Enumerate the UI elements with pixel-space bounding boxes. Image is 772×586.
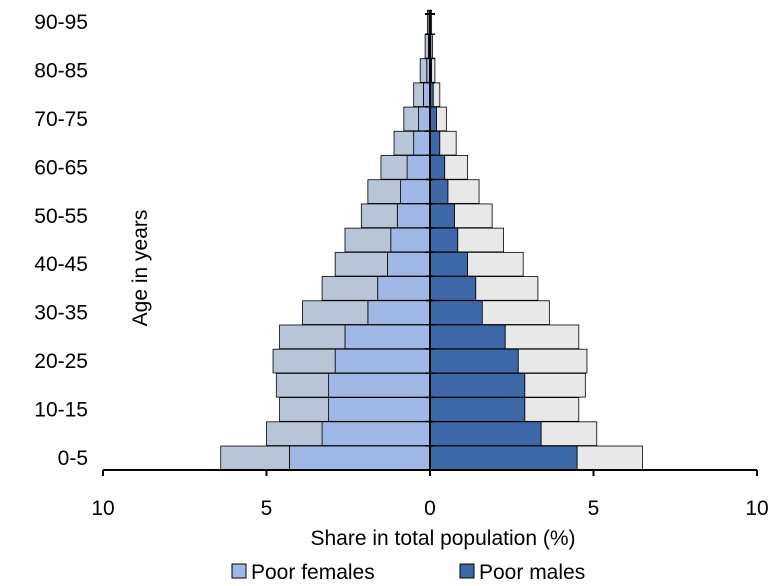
bar-poor-males-40-45	[429, 251, 469, 277]
x-tick-label: 0	[424, 497, 436, 520]
bar-female-other-20-25	[272, 348, 336, 374]
bar-poor-females-60-65	[406, 155, 431, 180]
bar-poor-females-30-35	[367, 300, 431, 325]
y-axis-title: Age in years	[129, 210, 152, 327]
bar-male-other-75-80	[432, 82, 441, 108]
bar-male-other-20-25	[517, 348, 588, 374]
bar-male-other-25-30	[504, 324, 580, 350]
y-tick-label: 90-95	[34, 11, 88, 34]
bar-poor-males-10-15	[429, 397, 526, 422]
bar-female-other-40-45	[334, 251, 388, 277]
y-tick-label: 30-35	[34, 302, 88, 325]
bar-male-other-5-10	[540, 421, 598, 446]
bar-poor-females-0-5	[288, 445, 431, 471]
bar-poor-males-15-20	[429, 372, 526, 398]
bar-female-other-30-35	[302, 300, 369, 325]
bar-female-other-10-15	[279, 397, 330, 422]
legend-swatch	[459, 563, 475, 579]
y-tick-label: 70-75	[34, 108, 88, 131]
bar-poor-females-25-30	[344, 324, 431, 350]
bar-female-other-15-20	[275, 372, 330, 398]
bar-female-other-50-55	[360, 203, 398, 229]
bar-poor-females-50-55	[396, 203, 431, 229]
y-ticks-group: 0-5 10-15 20-25 30-35 40-45 50-55 60-65 70-75 80…	[34, 11, 435, 471]
bar-poor-females-10-15	[328, 397, 431, 422]
y-tick-label: 40-45	[34, 253, 88, 276]
bar-poor-females-45-50	[390, 227, 431, 253]
bar-female-other-60-65	[380, 155, 408, 180]
bars-group	[220, 9, 643, 471]
bar-poor-males-30-35	[429, 300, 483, 325]
bar-female-other-55-60	[367, 179, 401, 204]
bar-poor-males-25-30	[429, 324, 506, 350]
bar-female-other-75-80	[413, 82, 424, 108]
bar-male-other-85-90	[430, 34, 434, 59]
bar-poor-males-50-55	[429, 203, 455, 229]
bar-poor-females-65-70	[413, 130, 431, 156]
bar-poor-males-20-25	[429, 348, 519, 374]
bar-male-other-0-5	[576, 445, 643, 471]
bar-male-other-30-35	[481, 300, 550, 325]
bar-female-other-85-90	[424, 34, 429, 59]
y-tick-label: 10-15	[34, 398, 88, 421]
bar-poor-females-35-40	[377, 276, 431, 301]
bar-poor-males-65-70	[429, 130, 441, 156]
bar-female-other-5-10	[266, 421, 323, 446]
x-tick-label: 10	[745, 497, 768, 520]
x-tick-label: 5	[588, 497, 600, 520]
y-tick-label: 60-65	[34, 156, 88, 179]
bar-female-other-25-30	[279, 324, 346, 350]
bar-poor-females-5-10	[321, 421, 431, 446]
bar-male-other-35-40	[475, 276, 539, 301]
bar-male-other-15-20	[524, 372, 586, 398]
bar-male-other-70-75	[436, 106, 447, 132]
bar-male-other-40-45	[467, 251, 524, 277]
bar-poor-males-35-40	[429, 276, 477, 301]
bar-male-other-80-85	[431, 58, 436, 83]
bar-male-other-55-60	[447, 179, 480, 204]
bar-poor-females-70-75	[418, 106, 431, 132]
y-tick-label: 50-55	[34, 205, 88, 228]
bar-female-other-45-50	[344, 227, 392, 253]
bar-poor-males-0-5	[429, 445, 578, 471]
bar-female-other-80-85	[419, 58, 428, 83]
legend-label: Poor males	[479, 561, 585, 584]
x-ticks-group: 10 5 0 5 10	[91, 470, 769, 520]
bar-male-other-65-70	[439, 130, 457, 156]
bar-female-other-65-70	[393, 130, 415, 156]
x-axis-title: Share in total population (%)	[311, 527, 576, 550]
bar-female-other-35-40	[321, 276, 379, 301]
bar-poor-males-5-10	[429, 421, 542, 446]
bar-poor-males-45-50	[429, 227, 459, 253]
x-tick-label: 10	[91, 497, 114, 520]
bar-male-other-50-55	[454, 203, 493, 229]
bar-male-other-10-15	[524, 397, 580, 422]
bar-female-other-70-75	[403, 106, 419, 132]
bar-male-other-45-50	[457, 227, 504, 253]
x-tick-label: 5	[261, 497, 273, 520]
bar-poor-females-40-45	[387, 251, 431, 277]
y-tick-label: 80-85	[34, 60, 88, 83]
bar-poor-females-20-25	[334, 348, 431, 374]
bar-poor-males-55-60	[429, 179, 449, 204]
bar-female-other-0-5	[220, 445, 290, 471]
legend-swatch	[231, 563, 247, 579]
bar-poor-males-60-65	[429, 155, 446, 180]
bar-male-other-60-65	[444, 155, 469, 180]
bar-poor-females-55-60	[400, 179, 431, 204]
bar-poor-females-15-20	[328, 372, 431, 398]
legend: Poor females Poor males	[231, 561, 585, 584]
legend-label: Poor females	[251, 561, 375, 584]
y-tick-label: 0-5	[58, 447, 88, 470]
y-tick-label: 20-25	[34, 350, 88, 373]
